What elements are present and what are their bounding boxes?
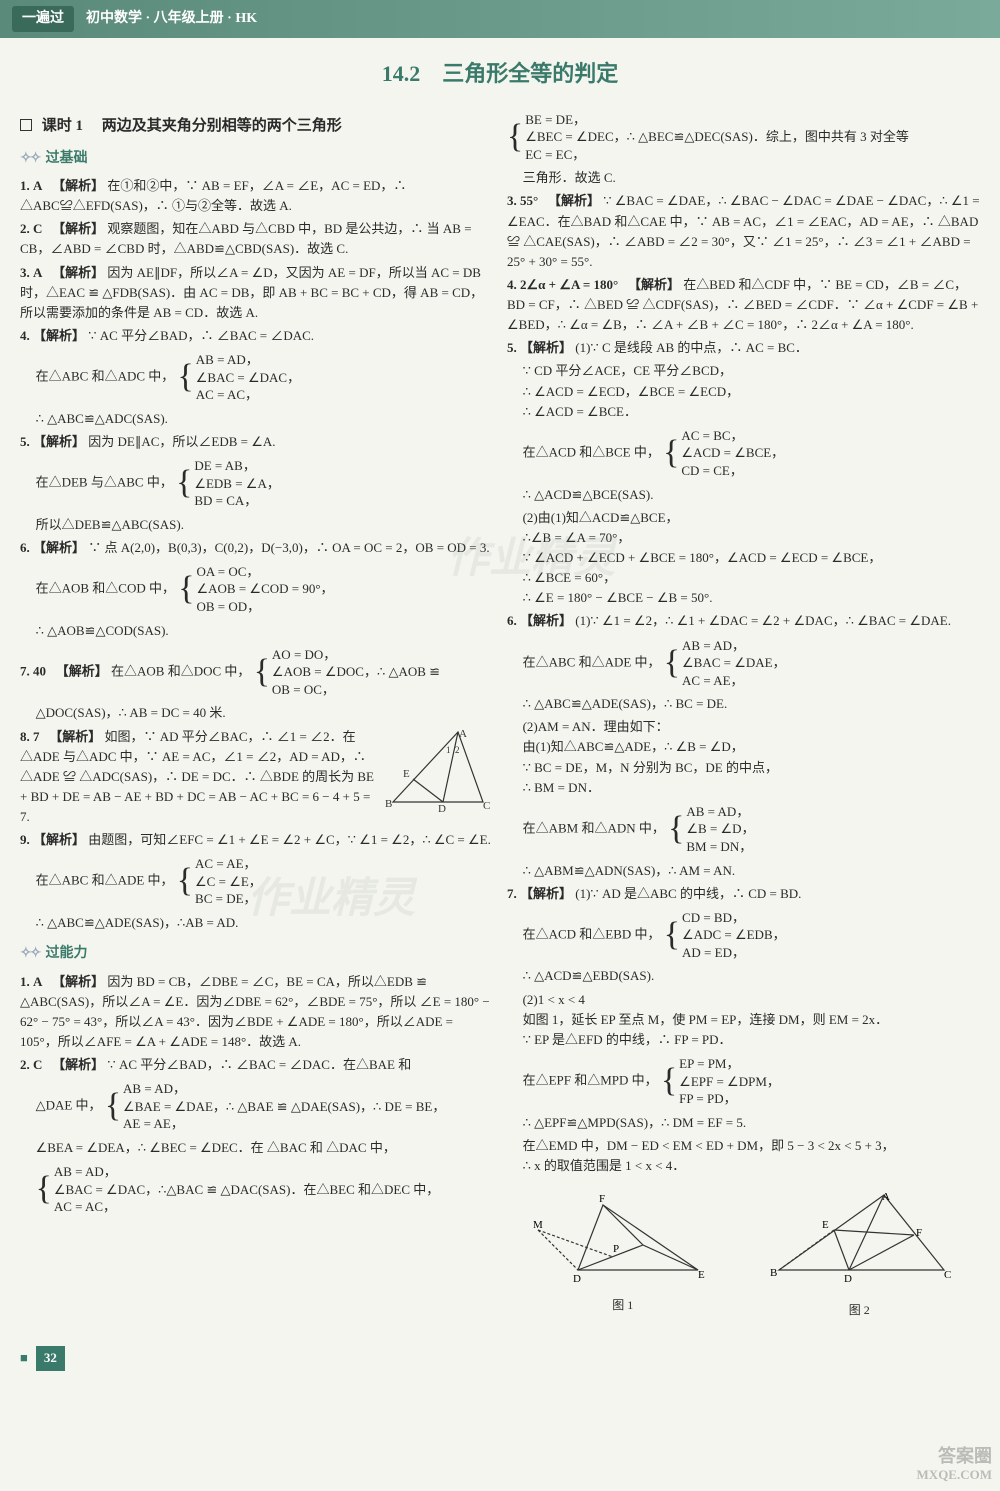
chapter-title: 14.2 三角形全等的判定 — [0, 56, 1000, 91]
rq7c: 在△EMD 中，DM − ED < EM < ED + DM，即 5 − 3 <… — [507, 1136, 980, 1176]
svg-text:E: E — [403, 768, 410, 780]
svg-text:B: B — [385, 798, 392, 810]
svg-text:2: 2 — [455, 745, 460, 755]
r-top-system: { BE = DE， ∠BEC = ∠DEC，∴ △BEC≌△DEC(SAS)．… — [507, 109, 980, 166]
section-basics-label: 过基础 — [45, 148, 87, 170]
rq3: 3. 55° 【解析】 ∵ ∠BAC = ∠DAE，∴ ∠BAC − ∠DAC … — [507, 191, 980, 272]
rq7-post: ∴ △ACD≌△EBD(SAS). — [507, 966, 980, 986]
bottom-diagrams: M F P D E 图 1 A E F B D C — [507, 1190, 980, 1320]
rq6b: (2)AM = AN．理由如下： 由(1)知△ABC≌△ADE，∴ ∠B = ∠… — [507, 717, 980, 798]
rq5-lines: ∵ CD 平分∠ACE，CE 平分∠BCD， ∴ ∠ACD = ∠ECD，∠BC… — [507, 361, 980, 421]
right-column: 作业精灵 作业精灵 { BE = DE， ∠BEC = ∠DEC，∴ △BEC≌… — [507, 106, 980, 1320]
page-footer: ■ 32 — [0, 1340, 1000, 1387]
rq5: 5. 【解析】 (1)∵ C 是线段 AB 的中点，∴ AC = BC． — [507, 338, 980, 358]
rq7-post2: ∴ △EPF≌△MPD(SAS)，∴ DM = EF = 5. — [507, 1113, 980, 1133]
rq5b: (2)由(1)知△ACD≌△BCE， ∴∠B = ∠A = 70°， ∵ ∠AC… — [507, 508, 980, 609]
svg-text:D: D — [573, 1273, 581, 1285]
ability-q1: 1. A 【解析】 因为 BD = CB，∠DBE = ∠C，BE = CA，所… — [20, 972, 493, 1053]
rq6-post: ∴ △ABC≌△ADE(SAS)，∴ BC = DE. — [507, 694, 980, 714]
rq6: 6. 【解析】 (1)∵ ∠1 = ∠2，∴ ∠1 + ∠DAC = ∠2 + … — [507, 611, 980, 631]
ability-q2-sa: △DAE 中， { AB = AD， ∠BAE = ∠DAE，∴ △BAE ≌ … — [20, 1078, 493, 1135]
rq4: 4. 2∠α + ∠A = 180° 【解析】 在△BED 和△CDF 中，∵ … — [507, 275, 980, 335]
r-top-post: 三角形．故选 C. — [507, 168, 980, 188]
q4-system: 在△ABC 和△ADC 中， { AB = AD， ∠BAC = ∠DAC， A… — [20, 349, 493, 406]
rq7-system: 在△ACD 和△EBD 中， { CD = BD， ∠ADC = ∠EDB， A… — [507, 907, 980, 964]
rq6-post2: ∴ △ABM≌△ADN(SAS)，∴ AM = AN. — [507, 861, 980, 881]
svg-text:C: C — [483, 800, 490, 812]
q7-post: △DOC(SAS)，∴ AB = DC = 40 米. — [20, 703, 493, 723]
rq7: 7. 【解析】 (1)∵ AD 是△ABC 的中线，∴ CD = BD. — [507, 884, 980, 904]
svg-text:F: F — [916, 1227, 922, 1239]
svg-text:E: E — [698, 1269, 705, 1281]
page-number: 32 — [36, 1346, 65, 1371]
q1: 1. A 【解析】 在①和②中，∵ AB = EF，∠A = ∠E，AC = E… — [20, 176, 493, 216]
fig1-label: 图 1 — [533, 1296, 713, 1315]
leaf-icon: ✧✧ — [20, 943, 39, 965]
q9-system: 在△ABC 和△ADE 中， { AC = AE， ∠C = ∠E， BC = … — [20, 853, 493, 910]
svg-text:P: P — [613, 1243, 619, 1255]
triangle-figure-q8: A E B D C 1 2 — [383, 727, 493, 812]
series-logo: 一遍过 — [12, 6, 74, 32]
rq6-system2: 在△ABM 和△ADN 中， { AB = AD， ∠B = ∠D， BM = … — [507, 801, 980, 858]
ability-q2-post: ∠BEA = ∠DEA，∴ ∠BEC = ∠DEC．在 △BAC 和 △DAC … — [20, 1138, 493, 1158]
svg-text:A: A — [459, 728, 467, 740]
corner-watermark: 答案圈 MXQE.COM — [917, 1446, 992, 1483]
svg-text:1: 1 — [446, 745, 451, 755]
lesson-prefix: 课时 1 — [42, 118, 83, 134]
q5-system: 在△DEB 与△ABC 中， { DE = AB， ∠EDB = ∠A， BD … — [20, 455, 493, 512]
header-band: 一遍过 初中数学 · 八年级上册 · HK — [0, 0, 1000, 38]
q9: 9. 【解析】 由题图，可知∠EFC = ∠1 + ∠E = ∠2 + ∠C，∵… — [20, 830, 493, 850]
q4: 4. 【解析】 ∵ AC 平分∠BAD，∴ ∠BAC = ∠DAC. — [20, 326, 493, 346]
lesson-name: 两边及其夹角分别相等的两个三角形 — [102, 118, 342, 134]
rq7b: (2)1 < x < 4 如图 1，延长 EP 至点 M，使 PM = EP，连… — [507, 990, 980, 1050]
q9-post: ∴ △ABC≌△ADE(SAS)，∴AB = AD. — [20, 913, 493, 933]
leaf-icon: ✧✧ — [20, 148, 39, 170]
svg-text:M: M — [533, 1219, 543, 1231]
svg-text:A: A — [882, 1191, 890, 1203]
rq5-system: 在△ACD 和△BCE 中， { AC = BC， ∠ACD = ∠BCE， C… — [507, 425, 980, 482]
q8: A E B D C 1 2 8. 7 【解析】 如图，∵ AD 平分∠BAC，∴… — [20, 727, 493, 828]
figure-1: M F P D E 图 1 — [533, 1190, 713, 1320]
svg-text:E: E — [822, 1219, 829, 1231]
svg-text:B: B — [770, 1267, 777, 1279]
q6-system: 在△AOB 和△COD 中， { OA = OC， ∠AOB = ∠COD = … — [20, 561, 493, 618]
q6: 6. 【解析】 ∵ 点 A(2,0)，B(0,3)，C(0,2)，D(−3,0)… — [20, 538, 493, 558]
q2: 2. C 【解析】 观察题图，知在△ABD 与△CBD 中，BD 是公共边，∴ … — [20, 219, 493, 259]
fig2-label: 图 2 — [764, 1301, 954, 1320]
svg-text:F: F — [599, 1193, 605, 1205]
subject-label: 初中数学 · 八年级上册 · HK — [86, 8, 257, 30]
q5-post: 所以△DEB≌△ABC(SAS). — [20, 515, 493, 535]
q6-post: ∴ △AOB≌△COD(SAS). — [20, 621, 493, 641]
q5: 5. 【解析】 因为 DE∥AC，所以∠EDB = ∠A. — [20, 432, 493, 452]
content-columns: 课时 1 两边及其夹角分别相等的两个三角形 ✧✧ 过基础 1. A 【解析】 在… — [0, 106, 1000, 1340]
clock-icon — [20, 119, 32, 131]
figure-2: A E F B D C 图 2 — [764, 1190, 954, 1320]
q3: 3. A 【解析】 因为 AE∥DF，所以∠A = ∠D，又因为 AE = DF… — [20, 263, 493, 323]
section-basics: ✧✧ 过基础 — [20, 148, 493, 170]
svg-text:C: C — [944, 1269, 951, 1281]
section-ability: ✧✧ 过能力 — [20, 943, 493, 965]
lesson-title: 课时 1 两边及其夹角分别相等的两个三角形 — [20, 114, 493, 138]
rq7-system2: 在△EPF 和△MPD 中， { EP = PM， ∠EPF = ∠DPM， F… — [507, 1053, 980, 1110]
q7: 7. 40 【解析】 在△AOB 和△DOC 中， { AO = DO， ∠AO… — [20, 644, 493, 701]
svg-text:D: D — [844, 1273, 852, 1285]
rq6-system: 在△ABC 和△ADE 中， { AB = AD， ∠BAC = ∠DAE， A… — [507, 635, 980, 692]
rq5-post: ∴ △ACD≌△BCE(SAS). — [507, 485, 980, 505]
left-column: 课时 1 两边及其夹角分别相等的两个三角形 ✧✧ 过基础 1. A 【解析】 在… — [20, 106, 493, 1320]
ability-q2: 2. C 【解析】 ∵ AC 平分∠BAD，∴ ∠BAC = ∠DAC．在△BA… — [20, 1055, 493, 1075]
section-ability-label: 过能力 — [45, 943, 87, 965]
svg-text:D: D — [438, 803, 446, 812]
ability-q2-sb: { AB = AD， ∠BAC = ∠DAC，∴△BAC ≌ △DAC(SAS)… — [20, 1161, 493, 1218]
q4-post: ∴ △ABC≌△ADC(SAS). — [20, 409, 493, 429]
